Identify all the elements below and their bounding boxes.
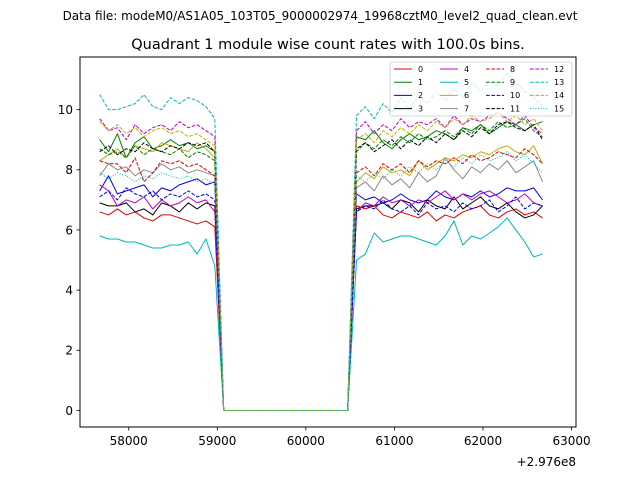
series-lines	[99, 73, 543, 411]
legend-label-1: 1	[418, 78, 423, 87]
x-tick-label: 59000	[198, 434, 236, 448]
legend-label-9: 9	[510, 78, 515, 87]
legend-label-3: 3	[418, 104, 423, 113]
x-offset-label: +2.976e8	[517, 455, 576, 469]
y-axis-ticks: 0 2 4 6 8 10	[58, 103, 80, 418]
chart-title: Quadrant 1 module wise count rates with …	[131, 37, 525, 53]
y-tick-label: 2	[65, 344, 73, 358]
legend-label-0: 0	[418, 65, 423, 74]
x-tick-label: 62000	[464, 434, 502, 448]
y-tick-label: 6	[65, 223, 73, 237]
legend-label-6: 6	[464, 91, 469, 100]
legend-label-12: 12	[554, 65, 564, 74]
x-tick-label: 58000	[110, 434, 148, 448]
legend-label-13: 13	[554, 78, 564, 87]
y-tick-label: 8	[65, 163, 73, 177]
x-tick-label: 61000	[375, 434, 413, 448]
legend-label-5: 5	[464, 78, 469, 87]
legend-label-7: 7	[464, 104, 469, 113]
series-line-14	[99, 112, 543, 411]
axes-frame	[79, 56, 577, 428]
legend-label-2: 2	[418, 91, 423, 100]
legend-label-4: 4	[464, 65, 469, 74]
legend-frame	[389, 61, 573, 117]
figure-suptitle: Data file: modeM0/AS1A05_103T05_90000029…	[63, 9, 578, 23]
y-tick-label: 10	[58, 103, 73, 117]
x-axis-ticks: 58000 59000 60000 61000 62000 63000	[110, 427, 591, 448]
y-tick-label: 0	[65, 404, 73, 418]
y-tick-label: 4	[65, 283, 73, 297]
legend-label-14: 14	[554, 91, 564, 100]
legend-label-15: 15	[554, 104, 564, 113]
legend-label-8: 8	[510, 65, 515, 74]
x-tick-label: 63000	[552, 434, 590, 448]
x-tick-label: 60000	[287, 434, 325, 448]
legend-label-10: 10	[510, 91, 520, 100]
legend-label-11: 11	[510, 104, 520, 113]
